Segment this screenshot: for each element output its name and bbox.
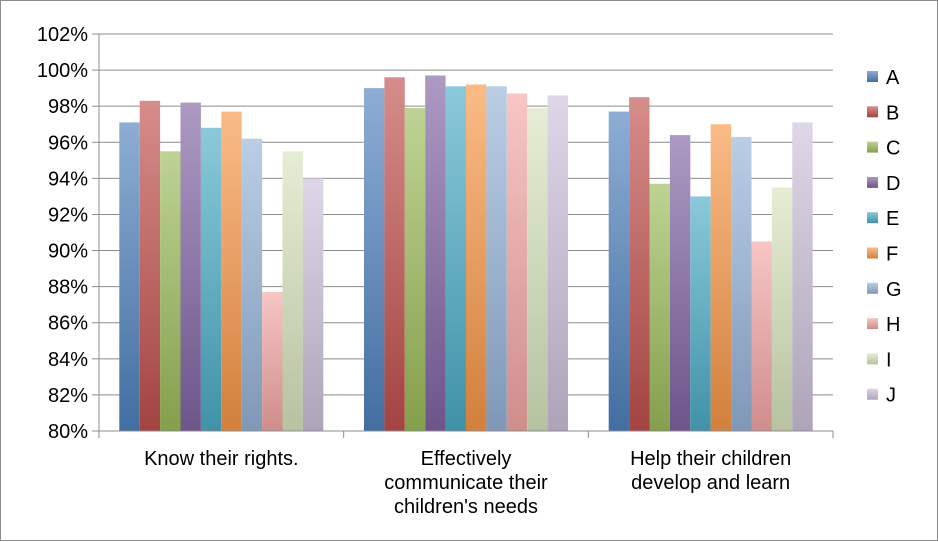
legend-swatch-a xyxy=(867,71,878,82)
y-tick-label: 100% xyxy=(37,60,88,82)
legend-swatch-d xyxy=(867,176,878,188)
legend-label-g: G xyxy=(886,279,902,301)
y-tick-label: 82% xyxy=(48,385,88,407)
bar-g-1 xyxy=(241,138,263,431)
legend-label-a: A xyxy=(886,67,900,89)
y-tick-label: 94% xyxy=(48,168,88,190)
bar-c-1 xyxy=(160,151,181,432)
category-label: Effectively communicate their children's n… xyxy=(384,448,548,518)
bar-c-2 xyxy=(404,108,426,431)
category-labels: Know their rights. Effectively communicate… xyxy=(144,448,791,518)
legend-label-c: C xyxy=(886,138,900,160)
legend-swatch-c xyxy=(867,141,878,153)
bar-a-1 xyxy=(119,122,140,432)
legend-label-d: D xyxy=(886,173,900,195)
bar-h-1 xyxy=(262,292,283,431)
y-tick-labels: 80% 82% 84% 86% 88% 90% 92% 94% 96% 98% 100% 102% xyxy=(37,24,88,443)
bar-f-3 xyxy=(710,124,732,431)
legend-swatch-i xyxy=(867,353,878,365)
bar-e-3 xyxy=(690,196,711,431)
bar-j-2 xyxy=(547,95,568,432)
y-tick-label: 84% xyxy=(48,349,88,371)
legend-label-i: I xyxy=(886,349,892,371)
bar-i-1 xyxy=(282,151,303,432)
legend-label-e: E xyxy=(886,208,899,230)
y-tick-label: 96% xyxy=(48,132,88,154)
bar-f-2 xyxy=(466,84,487,431)
y-tick-label: 92% xyxy=(48,204,88,226)
legend-swatch-g xyxy=(867,282,878,294)
bar-j-3 xyxy=(792,122,813,432)
bar-c-3 xyxy=(649,183,670,431)
category-label: Know their rights. xyxy=(144,448,299,470)
legend-swatch-e xyxy=(867,212,878,224)
legend-label-f: F xyxy=(886,244,898,266)
legend-swatch-b xyxy=(867,106,878,118)
bar-i-3 xyxy=(771,187,793,431)
bar-e-1 xyxy=(200,127,222,432)
category-label: Help their children develop and learn xyxy=(630,448,791,494)
y-tick-label: 90% xyxy=(48,241,88,263)
bar-i-2 xyxy=(527,108,548,431)
bar-j-1 xyxy=(302,178,324,431)
legend-swatch-h xyxy=(867,318,878,330)
bar-b-1 xyxy=(139,100,161,432)
bar-b-3 xyxy=(629,97,650,431)
bar-d-3 xyxy=(669,135,691,431)
y-tick-label: 80% xyxy=(48,421,88,443)
y-tick-label: 88% xyxy=(48,277,88,299)
bar-d-2 xyxy=(425,75,446,431)
bar-g-3 xyxy=(731,136,752,431)
bar-b-2 xyxy=(384,77,405,432)
bar-d-1 xyxy=(180,102,201,431)
legend-label-b: B xyxy=(886,102,899,124)
bar-e-2 xyxy=(445,86,466,432)
bar-f-1 xyxy=(221,111,242,431)
legend-label-h: H xyxy=(886,314,900,336)
y-tick-label: 86% xyxy=(48,313,88,335)
y-tick-label: 102% xyxy=(37,24,88,46)
bar-h-3 xyxy=(751,241,772,431)
legend-swatch-j xyxy=(867,388,878,400)
bar-g-2 xyxy=(486,86,507,432)
bars xyxy=(119,75,813,432)
y-tick-label: 98% xyxy=(48,96,88,118)
bar-a-2 xyxy=(364,88,385,431)
legend-label-j: J xyxy=(886,385,896,407)
axes xyxy=(92,33,834,438)
bar-h-2 xyxy=(506,93,528,431)
bar-a-3 xyxy=(608,111,630,431)
legend-swatch-f xyxy=(867,247,878,259)
